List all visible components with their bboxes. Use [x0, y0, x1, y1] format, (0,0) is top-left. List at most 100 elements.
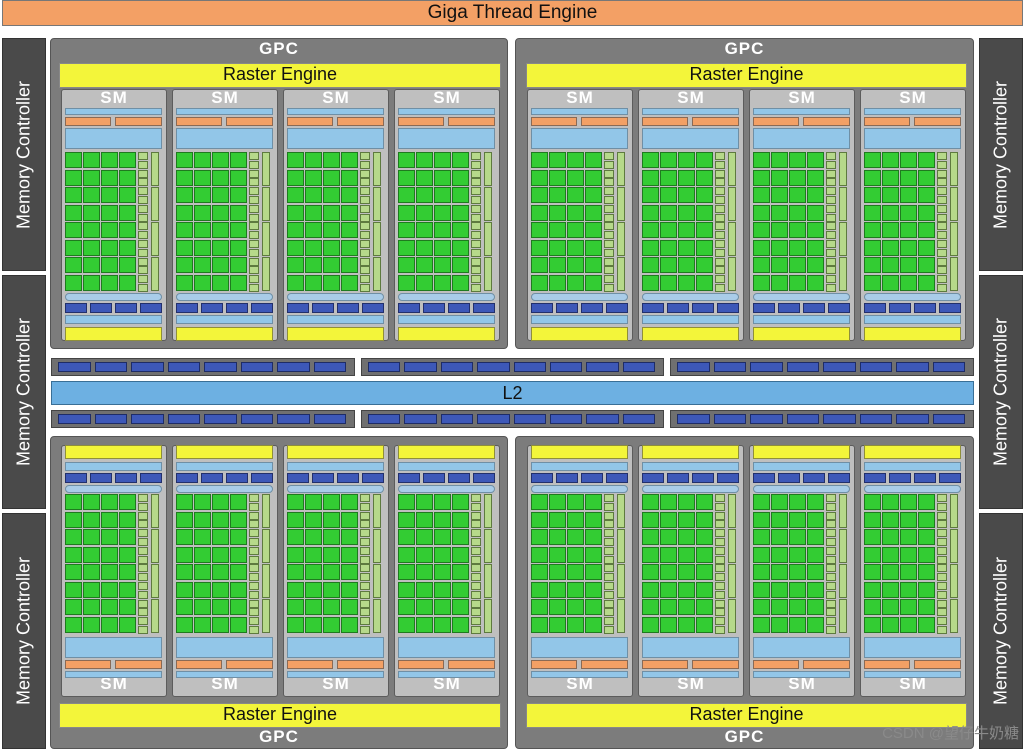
texture-unit: [65, 303, 87, 313]
ld-st-unit: [360, 555, 370, 564]
cuda-core: [918, 274, 935, 291]
warp-scheduler: [692, 117, 739, 126]
cuda-core: [900, 239, 917, 256]
cuda-core: [305, 152, 322, 168]
texture-unit: [581, 303, 603, 313]
ld-st-unit: [604, 573, 614, 582]
sm-label: SM: [566, 88, 594, 107]
ld-st-unit: [471, 178, 481, 187]
ld-st-unit: [471, 257, 481, 266]
ld-st-unit: [826, 608, 836, 617]
sfu-unit: [484, 599, 492, 633]
cuda-core: [660, 274, 677, 291]
cuda-core: [65, 204, 82, 221]
sm-block: SM: [172, 445, 278, 697]
cuda-core: [549, 564, 566, 580]
texture-unit: [667, 303, 689, 313]
cuda-core: [567, 529, 584, 545]
warp-scheduler: [914, 660, 961, 669]
ld-st-unit: [715, 248, 725, 257]
ld-st-unit: [360, 564, 370, 573]
ld-st-unit: [360, 204, 370, 213]
crossbar-port: [404, 362, 437, 372]
cuda-core: [531, 616, 548, 633]
cuda-core: [119, 546, 136, 563]
interconnect: [864, 293, 961, 301]
cuda-core: [101, 187, 118, 203]
sfu-unit: [617, 494, 625, 528]
cuda-core: [176, 529, 193, 545]
cuda-core: [882, 239, 899, 256]
cuda-core: [398, 204, 415, 221]
ld-st-unit: [604, 617, 614, 626]
cuda-core: [434, 529, 451, 545]
ld-st-unit: [604, 169, 614, 178]
texture-cache: [753, 462, 850, 471]
instruction-cache: [287, 671, 384, 678]
texture-unit: [65, 473, 87, 483]
cuda-core: [882, 169, 899, 186]
cuda-core: [341, 239, 358, 256]
sm-label: SM: [677, 674, 705, 693]
cuda-core: [882, 546, 899, 563]
crossbar-port: [240, 414, 273, 424]
cuda-core: [119, 152, 136, 168]
cuda-core: [678, 581, 695, 598]
instruction-cache: [531, 671, 628, 678]
cuda-core: [176, 564, 193, 580]
interconnect: [531, 485, 628, 493]
cuda-core: [398, 169, 415, 186]
cuda-core: [918, 222, 935, 238]
cuda-core: [882, 222, 899, 238]
ld-st-unit: [715, 257, 725, 266]
ld-st-unit: [715, 599, 725, 608]
cuda-core: [398, 222, 415, 238]
cuda-core: [900, 222, 917, 238]
cuda-core: [119, 222, 136, 238]
ld-st-unit: [826, 626, 836, 634]
ld-st-unit: [604, 494, 614, 502]
cuda-core: [323, 204, 340, 221]
texture-unit: [287, 303, 309, 313]
crossbar-port: [586, 362, 619, 372]
ld-st-unit: [249, 511, 259, 520]
ld-st-unit: [360, 222, 370, 231]
ld-st-unit: [360, 617, 370, 626]
cuda-core: [789, 204, 806, 221]
polymorph-engine: [642, 327, 739, 341]
l2-cache: L2: [51, 381, 974, 405]
sm-block: SM: [61, 445, 167, 697]
cuda-core: [287, 239, 304, 256]
cuda-core: [101, 599, 118, 615]
cuda-core: [194, 581, 211, 598]
ld-st-unit: [249, 546, 259, 555]
ld-st-unit: [604, 222, 614, 231]
cuda-core: [864, 564, 881, 580]
cuda-core: [452, 494, 469, 510]
sfu-unit: [151, 564, 159, 598]
ld-st-unit: [937, 275, 947, 284]
raster-engine: Raster Engine: [526, 703, 967, 728]
texture-unit: [828, 473, 850, 483]
ld-st-unit: [360, 582, 370, 590]
memory-controller-label: Memory Controller: [13, 80, 34, 229]
cuda-core: [194, 169, 211, 186]
cuda-core: [398, 511, 415, 528]
cuda-core: [212, 529, 229, 545]
ld-st-unit: [360, 213, 370, 222]
cuda-core: [416, 204, 433, 221]
cuda-core: [789, 546, 806, 563]
sfu-unit: [262, 564, 270, 598]
cuda-core: [65, 494, 82, 510]
warp-scheduler: [176, 660, 222, 669]
ld-st-unit: [715, 152, 725, 160]
cuda-core: [176, 169, 193, 186]
cuda-core: [416, 222, 433, 238]
cuda-core: [567, 546, 584, 563]
cuda-core: [882, 257, 899, 273]
cuda-core: [789, 152, 806, 168]
ld-st-unit: [937, 573, 947, 582]
polymorph-engine: [65, 327, 162, 341]
crossbar-port: [277, 414, 310, 424]
ld-st-unit: [471, 582, 481, 590]
